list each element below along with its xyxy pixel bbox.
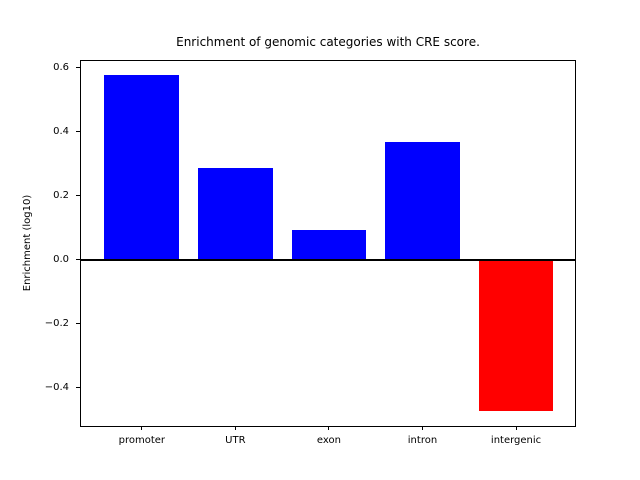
y-tick-mark: [76, 194, 80, 196]
chart-title: Enrichment of genomic categories with CR…: [176, 35, 480, 49]
y-tick-mark: [76, 130, 80, 132]
bar-promoter: [104, 75, 180, 260]
y-tick-label: 0.4: [53, 125, 69, 137]
x-tick-label-intergenic: intergenic: [490, 435, 542, 446]
y-tick-label: −0.2: [44, 318, 69, 330]
zero-line: [81, 258, 575, 261]
y-tick-label: 0.0: [53, 254, 69, 265]
y-tick-label: −0.4: [44, 382, 69, 394]
y-tick-mark: [76, 323, 80, 325]
y-axis-label: Enrichment (log10): [22, 194, 33, 292]
bar-intergenic: [478, 259, 554, 411]
x-tick-mark: [515, 426, 517, 430]
y-tick-mark: [76, 387, 80, 389]
x-tick-mark: [234, 426, 236, 430]
x-tick-label-exon: exon: [316, 435, 341, 446]
bar-exon: [291, 230, 367, 260]
y-tick-label: 0.2: [53, 189, 69, 201]
x-tick-mark: [421, 426, 423, 430]
x-tick-mark: [141, 426, 143, 430]
bar-intron: [385, 142, 460, 260]
x-tick-label-intron: intron: [407, 435, 438, 446]
bar-UTR: [197, 168, 273, 260]
x-tick-mark: [328, 426, 330, 430]
x-tick-label-promoter: promoter: [118, 435, 166, 446]
plot-area: 0.6 0.4 0.2 0.0 −0.2 −0.4 promoter UTR exon intro…: [45, 60, 576, 446]
y-tick-mark: [76, 66, 80, 68]
y-tick-mark: [76, 259, 80, 260]
x-tick-label-UTR: UTR: [225, 435, 246, 446]
y-tick-label: 0.6: [53, 61, 69, 73]
